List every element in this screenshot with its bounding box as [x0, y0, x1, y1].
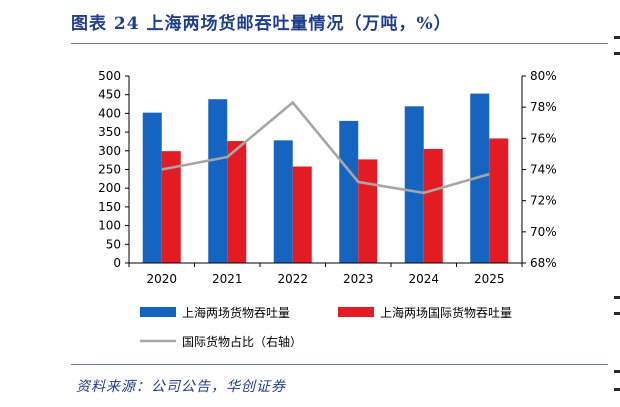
legend-label: 国际货物占比（右轴） [182, 334, 302, 349]
legend-label: 上海两场国际货物吞吐量 [380, 305, 512, 320]
line-layer [161, 101, 490, 195]
bar-international-cargo [227, 141, 247, 263]
left-tick-label: 100 [98, 219, 121, 233]
x-tick-label: 2022 [277, 272, 308, 286]
bar-international-cargo [161, 151, 181, 263]
source-note: 资料来源：公司公告，华创证券 [76, 379, 286, 395]
right-tick-label: 74% [530, 163, 557, 177]
left-tick-label: 300 [98, 144, 121, 158]
x-tick-label: 2025 [474, 272, 505, 286]
edge-mark [614, 52, 620, 55]
right-tick-label: 72% [530, 194, 557, 208]
legend-total-cargo: 上海两场货物吞吐量 [140, 305, 290, 320]
edge-mark [614, 36, 620, 39]
right-tick-label: 68% [530, 256, 557, 270]
left-tick-label: 250 [98, 163, 121, 177]
right-tick-label: 76% [530, 131, 557, 145]
line-international-share [161, 101, 490, 195]
edge-mark [614, 312, 620, 315]
bar-total-cargo [142, 112, 162, 263]
x-tick-label: 2024 [408, 272, 439, 286]
legend-label: 上海两场货物吞吐量 [182, 305, 290, 320]
left-tick-label: 500 [98, 69, 121, 83]
bar-international-cargo [423, 148, 443, 263]
edge-mark [614, 296, 620, 299]
x-tick-label: 2023 [343, 272, 374, 286]
page-edge-bar [612, 0, 620, 407]
bar-international-cargo [358, 159, 378, 263]
right-tick-label: 80% [530, 69, 557, 83]
source-divider [71, 364, 608, 365]
left-tick-label: 450 [98, 88, 121, 102]
legend-swatch [338, 307, 374, 317]
axes-layer: 0 50 100 150 200 250 300 350 400 450 500 68% 70% 72% 7… [98, 69, 557, 286]
bar-total-cargo [404, 106, 424, 263]
right-tick-label: 78% [530, 100, 557, 114]
bar-total-cargo [339, 120, 359, 263]
x-tick-label: 2020 [146, 272, 177, 286]
legend-international-cargo: 上海两场国际货物吞吐量 [338, 305, 512, 320]
title-divider [71, 43, 608, 44]
x-tick-label: 2021 [212, 272, 243, 286]
legend-international-share: 国际货物占比（右轴） [140, 334, 302, 349]
bar-international-cargo [489, 138, 509, 263]
bar-total-cargo [470, 93, 490, 263]
left-tick-label: 200 [98, 181, 121, 195]
figure-title: 图表 24 上海两场货邮吞吐量情况（万吨，%） [71, 14, 452, 34]
bar-international-cargo [292, 166, 312, 263]
edge-mark [614, 388, 620, 391]
left-tick-label: 400 [98, 106, 121, 120]
left-tick-label: 150 [98, 200, 121, 214]
left-tick-label: 50 [106, 237, 121, 251]
bars-layer [142, 93, 509, 263]
legend-swatch [140, 307, 176, 317]
bar-total-cargo [208, 99, 228, 263]
left-tick-label: 350 [98, 125, 121, 139]
right-tick-label: 70% [530, 225, 557, 239]
edge-mark [614, 370, 620, 373]
left-tick-label: 0 [113, 256, 121, 270]
bar-total-cargo [273, 140, 293, 263]
